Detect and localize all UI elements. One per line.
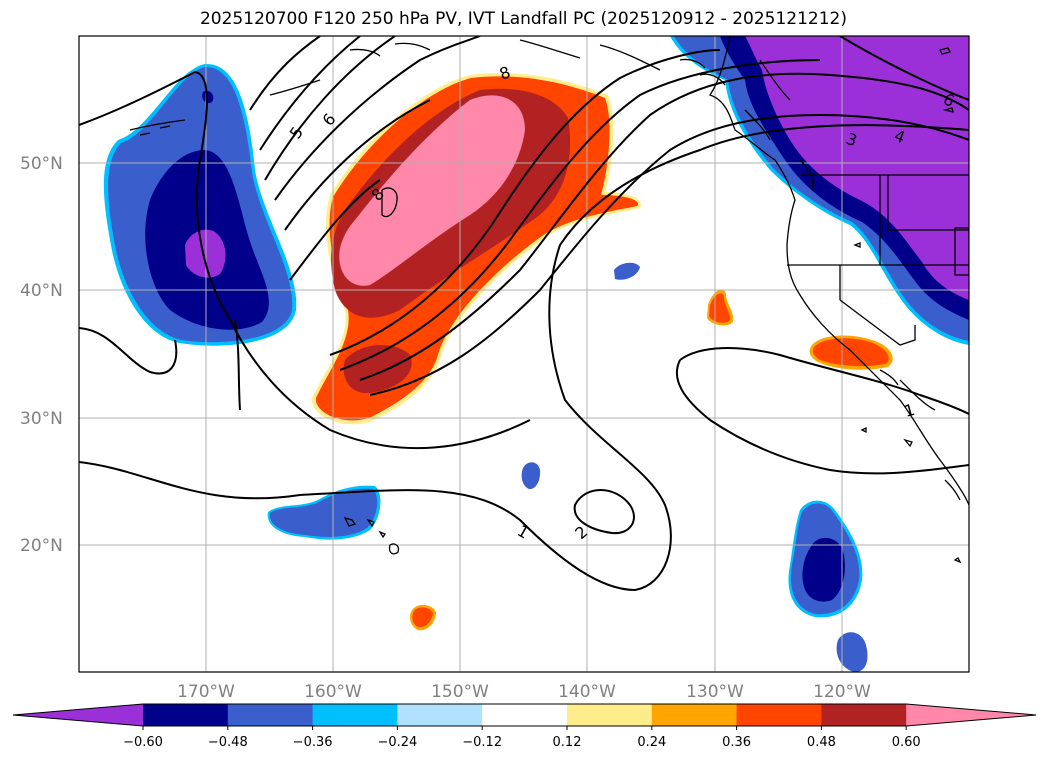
colorbar-tick-label: 0.12	[553, 735, 582, 750]
colorbar-tick-label: −0.12	[462, 735, 502, 750]
colorbar-tick-label: −0.36	[293, 735, 333, 750]
contour-label: 1	[514, 521, 532, 543]
colorbar-segment	[482, 704, 568, 726]
lon-tick-labels: 170°W 160°W 150°W 140°W 130°W 120°W	[177, 682, 871, 702]
colorbar-segment	[227, 704, 314, 726]
colorbar-tick-label: 0.60	[892, 735, 921, 750]
lon-tick-label: 170°W	[177, 682, 235, 702]
colorbar-segment	[397, 704, 483, 726]
lat-tick-label: 50°N	[20, 154, 63, 174]
colorbar-tick-label: −0.60	[123, 735, 163, 750]
colorbar-segment	[736, 704, 822, 726]
coastlines	[129, 36, 969, 564]
colorbar-tick-label: −0.48	[208, 735, 248, 750]
map-title: 2025120700 F120 250 hPa PV, IVT Landfall…	[199, 9, 847, 29]
graticule	[79, 36, 969, 672]
colorbar-tick-label: −0.24	[377, 735, 417, 750]
lat-tick-labels: 50°N 40°N 30°N 20°N	[20, 154, 63, 556]
colorbar-segment	[821, 704, 907, 726]
lat-tick-label: 40°N	[20, 281, 63, 301]
colorbar-segment	[567, 704, 653, 726]
colorbar-tick-label: 0.24	[637, 735, 666, 750]
plot-frame	[78, 35, 970, 673]
lon-tick-label: 160°W	[304, 682, 362, 702]
lon-tick-label: 120°W	[813, 682, 871, 702]
colorbar: −0.60 −0.48 −0.36 −0.24 −0.12 0.12 0.24 0.36 0.4…	[12, 703, 1037, 750]
lon-tick-label: 150°W	[431, 682, 489, 702]
colorbar-segment	[312, 704, 398, 726]
colorbar-segment	[143, 704, 229, 726]
filled-fields	[103, 36, 969, 672]
colorbar-extend-max	[906, 704, 1037, 726]
contour-label: 1	[902, 400, 917, 421]
colorbar-tick-label: 0.48	[807, 735, 836, 750]
colorbar-segment	[651, 704, 738, 726]
lat-tick-label: 30°N	[20, 409, 63, 429]
lon-tick-label: 130°W	[686, 682, 744, 702]
lat-tick-label: 20°N	[20, 536, 63, 556]
lon-tick-label: 140°W	[558, 682, 616, 702]
contour-label: 5	[286, 123, 307, 142]
colorbar-extend-min	[13, 704, 143, 726]
colorbar-tick-label: 0.36	[722, 735, 751, 750]
